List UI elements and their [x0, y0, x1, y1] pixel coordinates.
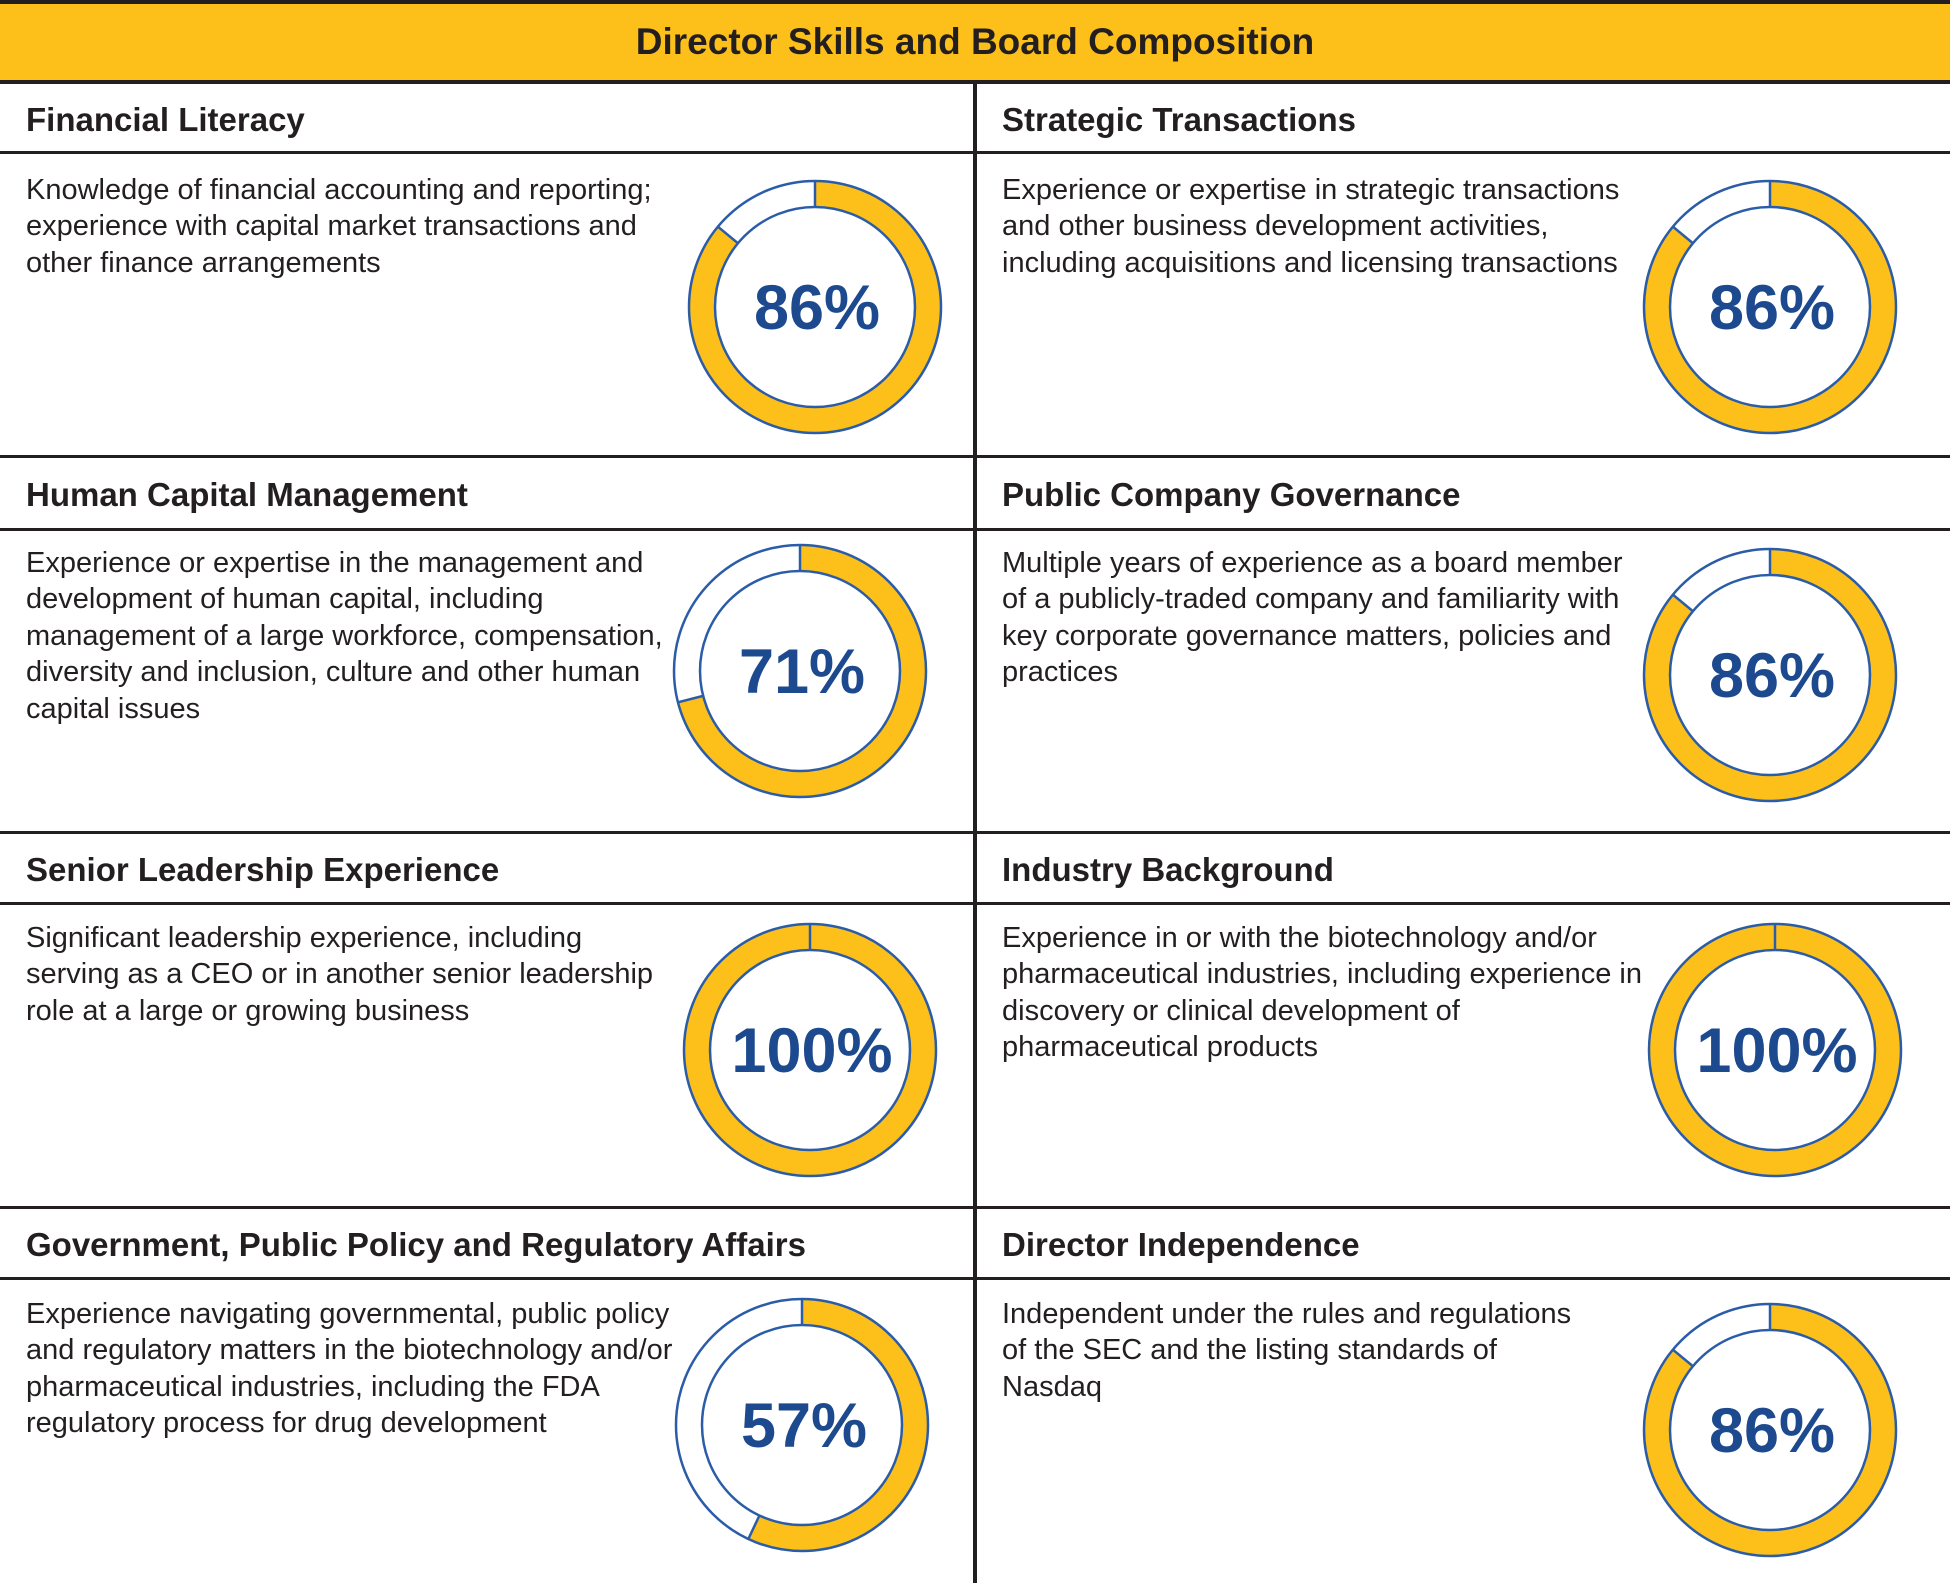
row-2-title-divider [0, 528, 1950, 531]
donut-chart-senior-leadership-experience: 100% [682, 922, 938, 1178]
row-1-title-divider [0, 151, 1950, 154]
skill-desc-industry-background: Experience in or with the biotechnology … [1002, 922, 1642, 1064]
donut-chart-industry-background: 100% [1647, 922, 1903, 1178]
skill-title-strategic-transactions: Strategic Transactions [1002, 101, 1356, 138]
skill-desc-senior-leadership-experience: Significant leadership experience, inclu… [26, 922, 654, 1027]
skill-desc-human-capital-management: Experience or expertise in the managemen… [26, 547, 663, 725]
donut-end-divider [1672, 593, 1694, 613]
donut-end-divider [747, 1514, 761, 1540]
donut-chart-financial-literacy: 86% [687, 179, 943, 435]
donut-percent-label: 57% [741, 1391, 867, 1461]
donut-end-divider [717, 225, 739, 245]
row-4-divider [0, 1206, 1950, 1209]
skill-desc-financial-literacy: Knowledge of financial accounting and re… [26, 174, 652, 279]
skill-title-financial-literacy: Financial Literacy [26, 101, 305, 138]
donut-percent-label: 100% [1696, 1016, 1857, 1086]
donut-chart-human-capital-management: 71% [672, 543, 928, 799]
skill-title-director-independence: Director Independence [1002, 1226, 1360, 1263]
donut-percent-label: 100% [731, 1016, 892, 1086]
row-4-title-divider [0, 1277, 1950, 1280]
skill-title-senior-leadership-experience: Senior Leadership Experience [26, 851, 500, 888]
donut-chart-director-independence: 86% [1642, 1302, 1898, 1558]
skill-title-human-capital-management: Human Capital Management [26, 476, 468, 513]
skill-desc-strategic-transactions: Experience or expertise in strategic tra… [1002, 174, 1620, 279]
skill-title-industry-background: Industry Background [1002, 851, 1334, 888]
skill-title-public-company-governance: Public Company Governance [1002, 476, 1461, 513]
donut-end-divider [1672, 1348, 1694, 1368]
donut-percent-label: 86% [1709, 1396, 1835, 1466]
page-title: Director Skills and Board Composition [0, 0, 1950, 84]
donut-end-divider [1672, 225, 1694, 245]
skill-desc-public-company-governance: Multiple years of experience as a board … [1002, 547, 1623, 689]
donut-percent-label: 86% [754, 273, 880, 343]
donut-chart-government-public-policy: 57% [674, 1297, 930, 1553]
donut-end-divider [677, 694, 704, 704]
donut-chart-public-company-governance: 86% [1642, 547, 1898, 803]
row-3-divider [0, 831, 1950, 834]
donut-percent-label: 71% [739, 637, 865, 707]
skill-title-government-public-policy: Government, Public Policy and Regulatory… [26, 1226, 806, 1263]
donut-fill-segment [748, 1299, 928, 1551]
skill-desc-government-public-policy: Experience navigating governmental, publ… [26, 1298, 673, 1440]
row-3-title-divider [0, 902, 1950, 905]
row-2-divider [0, 455, 1950, 458]
donut-percent-label: 86% [1709, 273, 1835, 343]
skill-desc-director-independence: Independent under the rules and regulati… [1002, 1298, 1572, 1403]
donut-percent-label: 86% [1709, 641, 1835, 711]
donut-chart-strategic-transactions: 86% [1642, 179, 1898, 435]
